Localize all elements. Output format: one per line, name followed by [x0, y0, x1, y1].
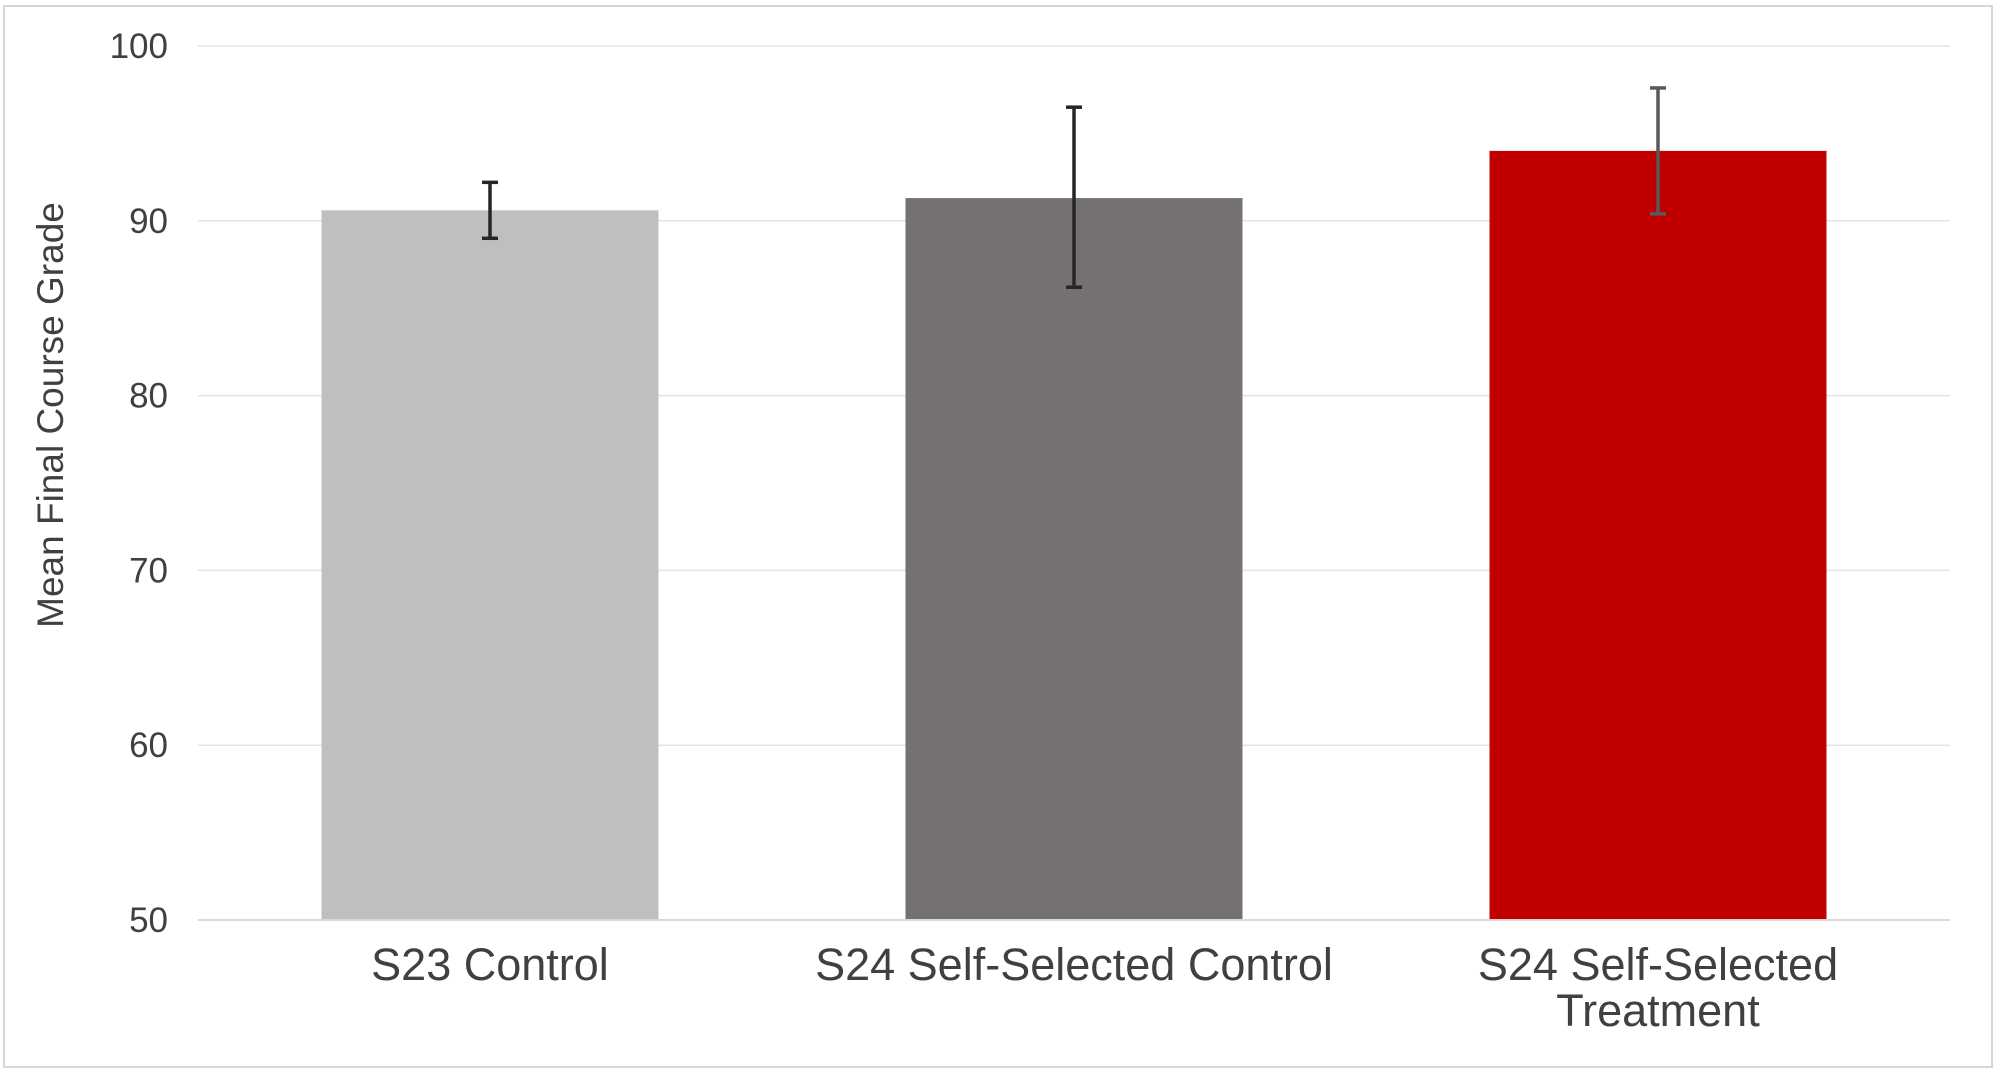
x-category-label: S23 Control — [371, 939, 609, 990]
bar — [905, 198, 1243, 921]
error-bar — [1650, 86, 1666, 216]
bars — [321, 150, 1827, 921]
y-axis-tick-labels: 50 60 70 80 90 100 — [110, 27, 168, 940]
x-category-label: S24 Self-Selected Control — [815, 939, 1333, 990]
y-tick-label: 50 — [129, 901, 168, 940]
y-tick-label: 100 — [110, 27, 168, 66]
x-category-label: S24 Self-Selected Treatment — [1478, 939, 1838, 1036]
error-bars — [482, 86, 1666, 289]
bar — [321, 210, 659, 920]
error-bar — [482, 180, 498, 241]
y-tick-label: 60 — [129, 726, 168, 765]
x-axis-category-labels: S23 Control S24 Self-Selected Control S24 … — [371, 939, 1838, 1036]
bar — [1489, 150, 1827, 920]
y-tick-label: 90 — [129, 202, 168, 241]
y-tick-label: 70 — [129, 551, 168, 590]
y-axis-title: Mean Final Course Grade — [30, 202, 71, 628]
y-tick-label: 80 — [129, 377, 168, 416]
error-bar — [1066, 105, 1082, 289]
